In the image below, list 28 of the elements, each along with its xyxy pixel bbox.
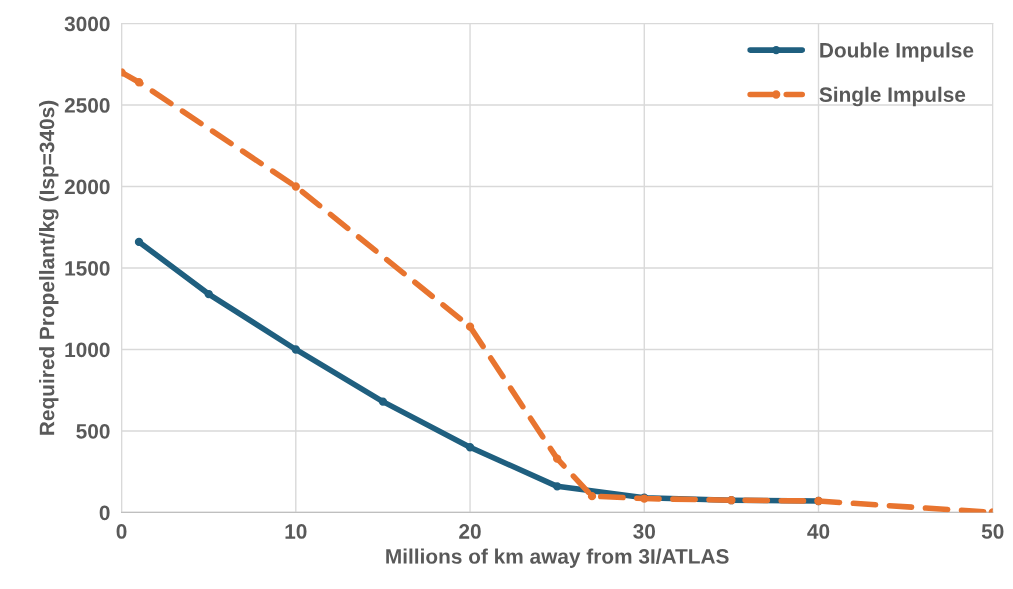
point <box>204 289 213 299</box>
y-tick-label: 2500 <box>64 98 110 113</box>
point <box>134 237 144 247</box>
point <box>134 78 144 87</box>
x-tick-label: 50 <box>981 524 1004 539</box>
x-axis-title: Millions of km away from 3I/ATLAS <box>386 548 729 568</box>
x-tick-label: 0 <box>116 524 127 539</box>
x-tick-label: 10 <box>285 524 307 539</box>
point <box>465 322 475 331</box>
point <box>552 482 562 491</box>
x-tick-label: 40 <box>807 524 830 539</box>
point <box>465 443 475 452</box>
y-tick-label: 1000 <box>65 342 110 358</box>
x-tick-label: 30 <box>633 524 655 539</box>
y-tick-label: 2000 <box>64 179 110 195</box>
y-tick-label: 500 <box>76 423 110 439</box>
y-tick-label: 1500 <box>65 261 110 276</box>
point <box>291 182 300 191</box>
y-tick-label: 0 <box>99 505 110 521</box>
legend-label: Double Impulse <box>820 42 974 62</box>
y-axis-title: Required Propellant/kg (Isp=340s) <box>39 100 59 435</box>
x-tick-label: 20 <box>459 524 481 539</box>
point <box>291 345 300 354</box>
point <box>587 491 597 501</box>
legend-label: Single Impulse <box>819 86 966 107</box>
point <box>378 397 388 406</box>
point <box>552 454 562 463</box>
y-tick-label: 3000 <box>64 16 110 32</box>
